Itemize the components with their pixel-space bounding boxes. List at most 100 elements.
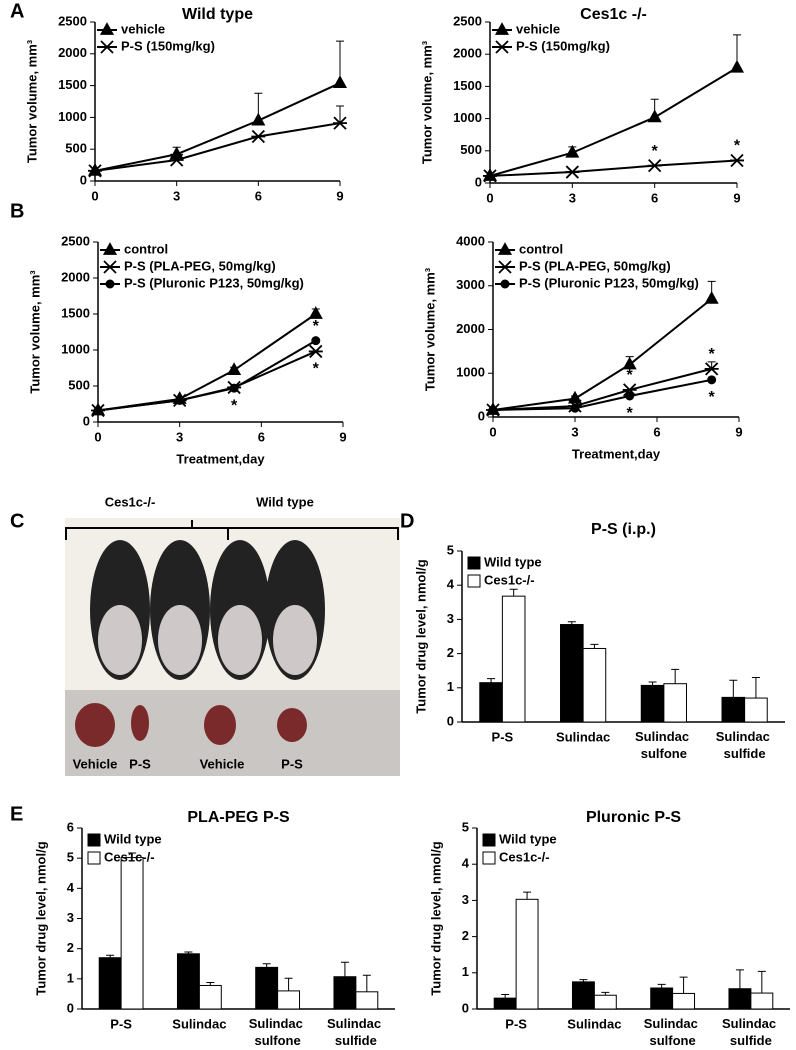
- bar: [493, 997, 517, 1010]
- error-bar: [657, 983, 666, 989]
- series-line: [97, 313, 317, 412]
- y-tick-label: 1500: [61, 305, 90, 320]
- series-line: [489, 66, 738, 177]
- error-bar: [184, 951, 193, 954]
- legend-marker: [103, 260, 117, 274]
- point: [622, 356, 637, 370]
- x-tick-label: 9: [336, 188, 343, 203]
- y-tick-label: 4: [67, 880, 75, 895]
- annotation: *: [709, 389, 716, 406]
- legend-marker: [100, 40, 114, 54]
- point: [570, 403, 580, 413]
- tumor-label: P-S: [281, 756, 303, 771]
- error-bar: [751, 677, 760, 699]
- legend-label: Wild type: [499, 831, 557, 846]
- legend-swatch: [482, 851, 496, 865]
- x-tick-label: 3: [571, 424, 578, 439]
- y-tick-label: 5: [462, 819, 469, 834]
- bar: [744, 697, 768, 723]
- legend-label: vehicle: [516, 21, 560, 36]
- error-bar: [729, 679, 738, 698]
- series-line: [94, 82, 341, 172]
- error-bar: [128, 852, 137, 858]
- legend-label: control: [124, 241, 168, 256]
- bar: [640, 684, 665, 723]
- y-tick-label: 2000: [453, 46, 482, 61]
- error-bar: [735, 969, 744, 989]
- x-tick-label: Sulindac: [172, 1016, 226, 1031]
- y-tick-label: 2000: [456, 321, 485, 336]
- y-tick-label: 0: [462, 1000, 469, 1015]
- legend-label: P-S (PLA-PEG, 50mg/kg): [519, 258, 671, 273]
- legend-marker: [500, 279, 510, 289]
- error-bar: [579, 979, 588, 982]
- legend-swatch: [467, 574, 481, 588]
- y-tick-label: 6: [67, 819, 74, 834]
- bar: [750, 992, 774, 1010]
- legend-marker: [102, 242, 118, 255]
- x-tick-label: 9: [735, 424, 742, 439]
- legend-label: P-S (Pluronic P123, 50mg/kg): [124, 275, 304, 290]
- y-tick-label: 4000: [456, 233, 485, 248]
- legend-marker: [494, 22, 510, 35]
- error-bar: [523, 891, 532, 900]
- x-tick-label: Sulindac sulfide: [716, 729, 774, 761]
- y-tick-label: 2000: [58, 45, 87, 60]
- x-tick-label: 0: [486, 190, 493, 205]
- y-axis-label: Tumor volume, mm³: [24, 39, 39, 163]
- x-tick-label: P-S: [505, 1016, 527, 1031]
- error-bar: [671, 668, 680, 684]
- y-tick-label: 1: [447, 679, 454, 694]
- legend-marker: [497, 242, 513, 255]
- photo-panel: [65, 518, 400, 776]
- x-tick-label: 6: [255, 188, 262, 203]
- error-bar: [757, 970, 766, 994]
- annotation: *: [231, 365, 238, 382]
- group-label: Ces1c-/-: [105, 494, 156, 509]
- legend-swatch: [87, 833, 101, 847]
- x-tick-label: 6: [653, 424, 660, 439]
- group-bracket: [65, 520, 399, 540]
- series-line: [492, 378, 712, 411]
- legend-label: P-S (Pluronic P123, 50mg/kg): [519, 275, 699, 290]
- legend-swatch: [467, 556, 481, 570]
- y-axis-label: Tumor volume, mm³: [422, 267, 437, 391]
- bar: [650, 987, 674, 1010]
- x-tick-label: 6: [258, 429, 265, 444]
- x-tick-label: P-S: [492, 729, 514, 744]
- x-tick-label: 9: [339, 429, 346, 444]
- point: [169, 146, 184, 160]
- y-tick-label: 2500: [61, 233, 90, 248]
- point: [251, 112, 266, 126]
- bar: [728, 988, 752, 1010]
- bar: [176, 953, 200, 1010]
- y-tick-label: 2: [447, 645, 454, 660]
- annotation: *: [734, 138, 741, 155]
- series-line: [492, 367, 712, 411]
- y-axis-label: Tumor volume, mm³: [27, 270, 42, 394]
- legend-marker: [495, 40, 509, 54]
- error-bar: [679, 976, 688, 994]
- point: [483, 169, 497, 183]
- point: [333, 116, 347, 130]
- y-axis-label: Tumor drug level, nmol/g: [33, 841, 48, 995]
- point: [488, 405, 498, 415]
- mouse-bellies: [98, 605, 317, 675]
- y-tick-label: 0: [67, 1000, 74, 1015]
- legend-marker: [498, 260, 512, 274]
- x-tick-label: 3: [173, 188, 180, 203]
- tumor-label: P-S: [129, 756, 151, 771]
- bar: [333, 976, 357, 1010]
- y-tick-label: 1000: [456, 365, 485, 380]
- point: [169, 153, 184, 167]
- y-tick-label: 2500: [58, 13, 87, 28]
- group-label: Wild type: [256, 494, 314, 509]
- panel-label: C: [10, 510, 24, 532]
- y-tick-label: 0: [475, 174, 482, 189]
- y-tick-label: 0: [447, 713, 454, 728]
- point: [93, 405, 103, 415]
- annotation: *: [313, 318, 320, 335]
- point: [175, 395, 185, 405]
- y-tick-label: 1000: [453, 110, 482, 125]
- point: [704, 291, 719, 304]
